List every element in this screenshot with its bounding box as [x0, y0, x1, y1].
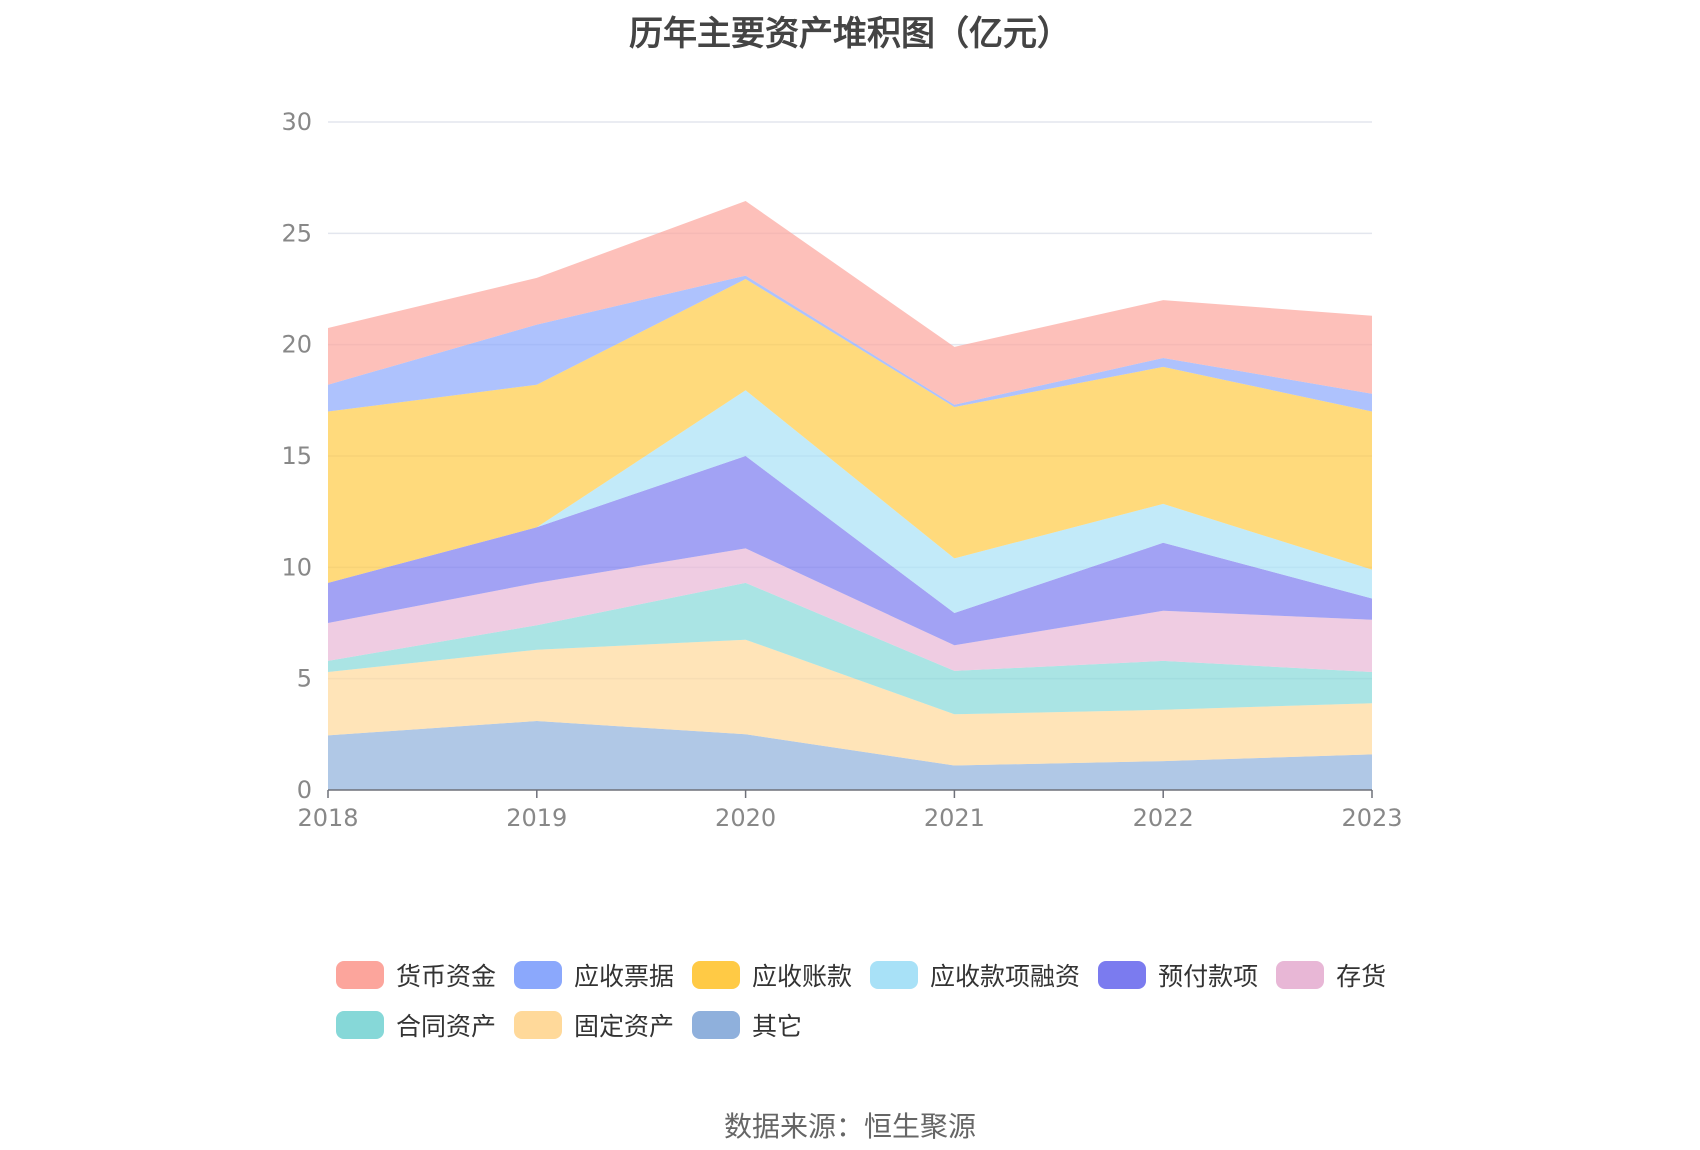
legend-item[interactable]: 预付款项	[1098, 957, 1258, 993]
y-tick-label: 30	[281, 108, 312, 136]
legend-label: 合同资产	[396, 1012, 497, 1041]
area-series-5	[328, 390, 1372, 613]
area-series-4	[328, 456, 1372, 646]
legend-item[interactable]: 固定资产	[514, 1007, 674, 1043]
y-tick-label: 15	[281, 442, 312, 470]
legend-label: 应收款项融资	[930, 962, 1081, 991]
chart-title: 历年主要资产堆积图（亿元）	[629, 14, 1071, 54]
area-series-layer	[328, 201, 1372, 790]
legend-item[interactable]: 货币资金	[336, 957, 496, 993]
legend-item[interactable]: 应收票据	[514, 957, 674, 993]
area-series-0	[328, 721, 1372, 790]
y-tick-label: 20	[281, 331, 312, 359]
legend-swatch	[870, 961, 919, 989]
x-tick-label: 2018	[297, 804, 358, 832]
legend-label: 预付款项	[1158, 962, 1259, 991]
legend-swatch	[1098, 961, 1147, 989]
legend-item[interactable]: 其它	[692, 1007, 802, 1043]
legend-swatch	[336, 961, 384, 989]
legend-swatch	[1276, 961, 1325, 989]
legend-swatch	[336, 1011, 384, 1039]
y-tick-label: 5	[297, 665, 312, 693]
legend-label: 其它	[752, 1012, 803, 1041]
area-series-8	[328, 201, 1372, 405]
x-tick-label: 2023	[1341, 804, 1402, 832]
data-source-note: 数据来源：恒生聚源	[723, 1110, 976, 1143]
legend-row: 合同资产 固定资产 其它	[336, 1000, 1436, 1050]
legend-swatch	[692, 961, 741, 989]
legend-label: 存货	[1336, 962, 1387, 991]
x-tick-label: 2021	[924, 804, 985, 832]
y-tick-label: 10	[281, 553, 312, 581]
x-tick-label: 2020	[715, 804, 776, 832]
legend: 货币资金 应收票据 应收账款 应收款项融资 预付款项 存货合同资产 固定资产 其它	[336, 950, 1436, 1050]
legend-swatch	[514, 961, 563, 989]
legend-swatch	[514, 1011, 563, 1039]
legend-label: 应收账款	[752, 962, 853, 991]
legend-label: 应收票据	[574, 962, 675, 991]
area-series-6	[328, 279, 1372, 583]
area-series-2	[328, 582, 1372, 715]
legend-row: 货币资金 应收票据 应收账款 应收款项融资 预付款项 存货	[336, 950, 1436, 1000]
y-tick-label: 25	[281, 219, 312, 247]
legend-item[interactable]: 存货	[1276, 957, 1386, 993]
x-tick-label: 2019	[506, 804, 567, 832]
legend-label: 货币资金	[396, 962, 497, 991]
area-series-7	[328, 275, 1372, 412]
legend-item[interactable]: 应收款项融资	[870, 957, 1080, 993]
legend-label: 固定资产	[574, 1012, 675, 1041]
area-series-1	[328, 639, 1372, 766]
legend-item[interactable]: 合同资产	[336, 1007, 496, 1043]
y-tick-label: 0	[297, 776, 312, 804]
axes: 0 5 10 15 20 25 30 2018 2019 2020 2021 2022 2023	[281, 108, 1402, 832]
area-series-3	[328, 548, 1372, 672]
legend-swatch	[692, 1011, 741, 1039]
legend-item[interactable]: 应收账款	[692, 957, 852, 993]
x-tick-label: 2022	[1133, 804, 1194, 832]
